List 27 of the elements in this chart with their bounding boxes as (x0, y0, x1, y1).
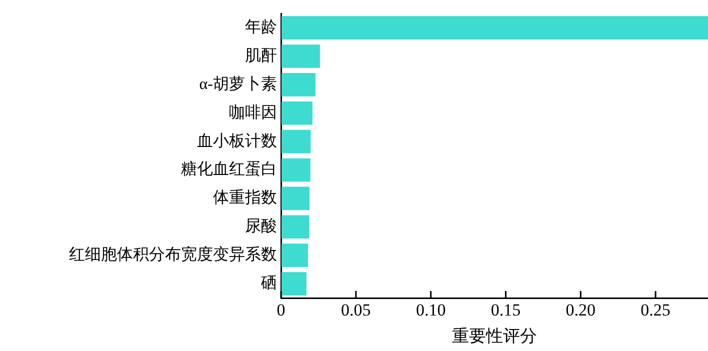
x-tick-label: 0.25 (640, 300, 670, 320)
x-axis-title: 重要性评分 (452, 326, 537, 346)
x-tick-label: 0.20 (566, 300, 596, 320)
y-tick-label: 年龄 (245, 19, 277, 36)
x-tick-label: 0.15 (490, 300, 521, 320)
bar (282, 186, 310, 210)
y-tick-label: 红细胞体积分布宽度变异系数 (69, 246, 277, 264)
y-tick-label: 硒 (260, 274, 277, 292)
bar (282, 272, 306, 296)
bar (282, 130, 311, 154)
bar (282, 244, 308, 267)
bar (282, 16, 708, 40)
bar (282, 73, 316, 96)
x-tick-label: 0.10 (416, 300, 446, 320)
x-tick-label: 0.05 (341, 300, 371, 320)
y-tick-label: α-胡萝卜素 (199, 74, 277, 93)
y-tick-label: 肌酐 (245, 47, 277, 64)
bar (282, 158, 310, 182)
bar (282, 215, 310, 239)
y-tick-label: 糖化血红蛋白 (181, 160, 277, 178)
y-tick-label: 血小板计数 (197, 132, 277, 150)
y-tick-label: 体重指数 (213, 188, 277, 207)
bar (282, 44, 320, 68)
y-tick-label: 咖啡因 (229, 103, 277, 122)
bar (282, 101, 312, 125)
y-tick-label: 尿酸 (245, 217, 277, 236)
x-tick-label: 0 (276, 300, 286, 320)
